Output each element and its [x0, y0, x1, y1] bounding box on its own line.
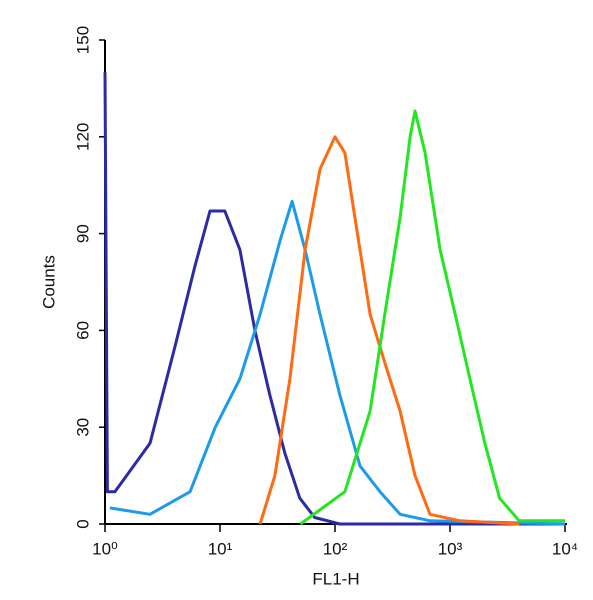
histogram-line [258, 135, 520, 526]
y-tick-label: 120 [73, 123, 92, 151]
x-axis-label: FL1-H [312, 569, 359, 588]
histogram-line [299, 109, 565, 526]
x-tick-label: 10³ [438, 539, 463, 558]
y-tick-label: 90 [73, 224, 92, 243]
y-axis-label: Counts [39, 255, 58, 309]
x-tick-label: 10⁰ [92, 539, 118, 558]
x-tick-label: 10² [323, 539, 348, 558]
histogram-line [109, 199, 566, 526]
y-tick-label: 150 [73, 26, 92, 54]
histogram-line [103, 72, 565, 526]
y-tick-label: 30 [73, 418, 92, 437]
y-tick-label: 0 [73, 519, 92, 528]
y-tick-label: 60 [73, 321, 92, 340]
x-tick-label: 10⁴ [552, 539, 578, 558]
x-tick-label: 10¹ [208, 539, 233, 558]
